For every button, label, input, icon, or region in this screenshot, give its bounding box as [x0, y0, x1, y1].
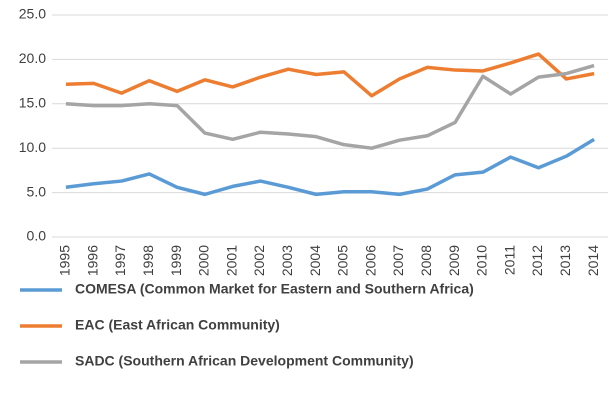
- x-tick-label: 2009: [446, 245, 462, 276]
- legend-label: EAC (East African Community): [75, 317, 280, 333]
- series-line: [65, 63, 595, 150]
- x-tick-label: 2006: [362, 245, 378, 276]
- x-tick-label: 2008: [418, 245, 434, 276]
- x-tick-label: 1995: [57, 245, 73, 276]
- x-tick-label: 1999: [168, 245, 184, 276]
- legend-label: SADC (Southern African Development Commu…: [75, 353, 414, 369]
- x-tick-label: 2007: [390, 245, 406, 276]
- y-tick-label: 25.0: [19, 6, 46, 22]
- y-tick-label: 5.0: [27, 183, 47, 199]
- x-tick-label: 2011: [501, 245, 517, 275]
- series-line: [65, 137, 596, 197]
- y-tick-label: 0.0: [27, 228, 47, 244]
- x-tick-label: 2004: [307, 245, 323, 276]
- x-tick-label: 2014: [585, 245, 601, 276]
- x-tick-label: 2012: [529, 245, 545, 276]
- legend-label: COMESA (Common Market for Eastern and So…: [75, 281, 474, 297]
- series-line: [65, 52, 595, 98]
- y-tick-label: 10.0: [19, 139, 46, 155]
- x-tick-label: 2013: [557, 245, 573, 276]
- x-tick-label: 2003: [279, 245, 295, 276]
- x-tick-label: 2001: [223, 245, 239, 276]
- x-tick-label: 2002: [251, 245, 267, 276]
- y-tick-label: 20.0: [19, 50, 46, 66]
- x-tick-label: 1997: [112, 245, 128, 276]
- x-tick-label: 1996: [84, 245, 100, 276]
- x-tick-label: 2000: [196, 245, 212, 276]
- x-tick-label: 1998: [140, 245, 156, 276]
- x-tick-label: 2010: [474, 245, 490, 276]
- y-tick-label: 15.0: [19, 95, 46, 111]
- x-tick-label: 2005: [335, 245, 351, 276]
